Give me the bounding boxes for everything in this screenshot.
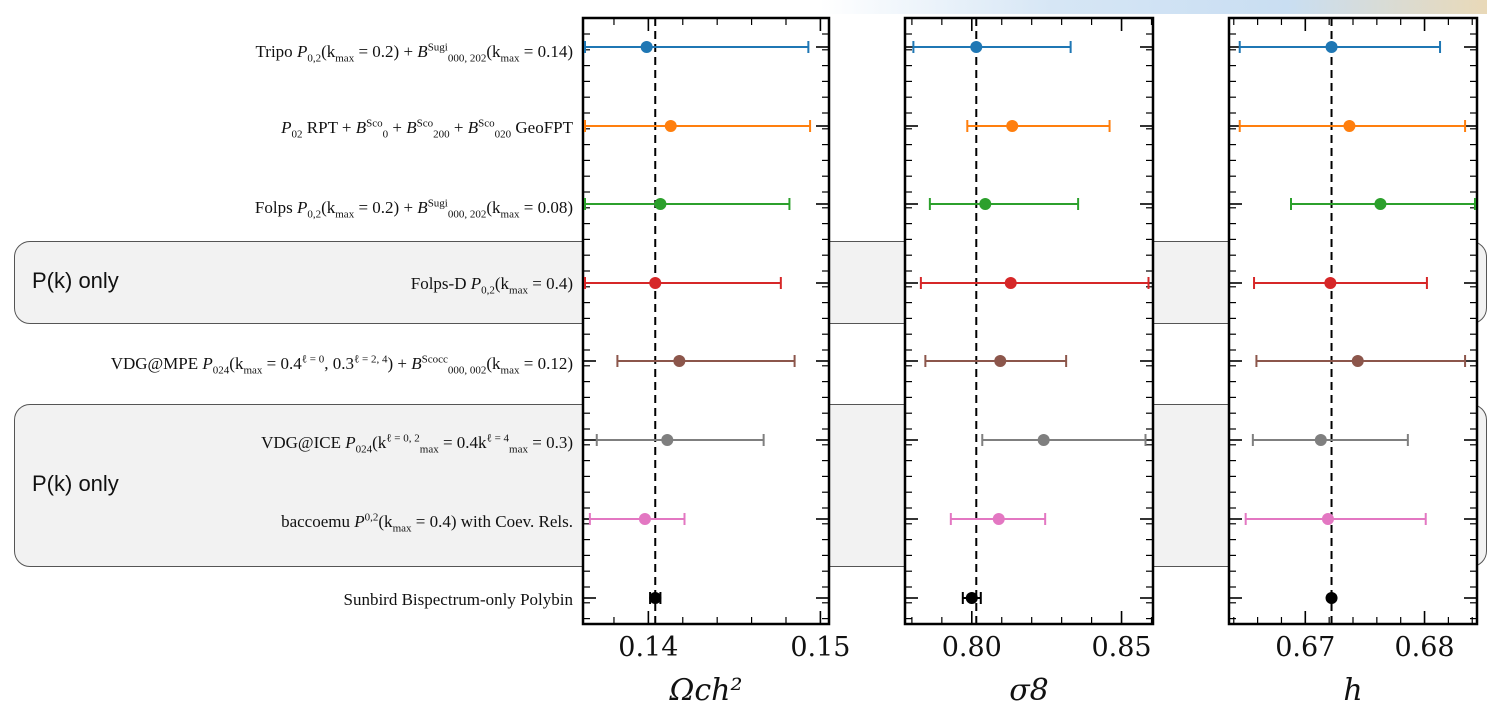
errorbar-sunbird-sigma_8 — [961, 592, 982, 604]
x-tick-label-h: 0.67 — [1275, 632, 1335, 663]
errorbar-vdgmpe-h — [1255, 355, 1467, 367]
row-label-folps: Folps P0,2(kmax = 0.2) + BSugi000, 202(k… — [254, 197, 573, 221]
point-folps-h — [1374, 198, 1387, 210]
point-folps-omega_c_h2 — [654, 198, 667, 210]
point-vdgice-sigma_8 — [1037, 434, 1050, 446]
panel-frame-sigma_8 — [903, 16, 1155, 626]
errorbar-vdgice-h — [1251, 434, 1409, 446]
point-folpsd-omega_c_h2 — [649, 277, 662, 289]
panel-frame-h — [1227, 16, 1479, 626]
x-tick-label-sigma_8: 0.85 — [1091, 632, 1151, 663]
point-folpsd-sigma_8 — [1004, 277, 1017, 289]
point-tripo-sigma_8 — [970, 41, 983, 53]
row-label-vdgice: VDG@ICE P024(kℓ = 0, 2max = 0.4kℓ = 4max… — [261, 432, 573, 456]
errorbar-sunbird-omega_c_h2 — [649, 592, 662, 604]
point-vdgmpe-omega_c_h2 — [673, 355, 686, 367]
errorbar-folpsd-omega_c_h2 — [584, 277, 782, 289]
row-label-vdgmpe: VDG@MPE P024(kmax = 0.4ℓ = 0, 0.3ℓ = 2, … — [110, 353, 573, 377]
errorbar-rpt-sigma_8 — [966, 120, 1111, 132]
x-axis-title-omega_c_h2: Ωch² — [668, 673, 742, 703]
point-rpt-sigma_8 — [1006, 120, 1019, 132]
row-label-sunbird: Sunbird Bispectrum-only Polybin — [343, 590, 574, 609]
point-sunbird-h — [1325, 592, 1338, 604]
errorbar-vdgice-omega_c_h2 — [595, 434, 765, 446]
point-sunbird-omega_c_h2 — [649, 592, 662, 604]
row-label-rpt: P02 RPT + BSco0 + BSco200 + BSco020 GeoF… — [281, 117, 573, 141]
x-tick-label-sigma_8: 0.80 — [942, 632, 1002, 663]
point-folpsd-h — [1324, 277, 1337, 289]
row-label-bacco: baccoemu P0,2(kmax = 0.4) with Coev. Rel… — [281, 511, 573, 535]
errorbar-folps-omega_c_h2 — [584, 198, 791, 210]
errorbar-vdgmpe-sigma_8 — [924, 355, 1068, 367]
point-vdgice-h — [1314, 434, 1327, 446]
header-banner-strip — [820, 0, 1487, 14]
errorbar-folps-sigma_8 — [928, 198, 1080, 210]
errorbar-vdgice-sigma_8 — [981, 434, 1147, 446]
point-vdgmpe-h — [1351, 355, 1364, 367]
point-tripo-h — [1325, 41, 1338, 53]
x-tick-label-h: 0.68 — [1394, 632, 1454, 663]
row-label-folpsd: Folps-D P0,2(kmax = 0.4) — [410, 274, 573, 297]
point-rpt-omega_c_h2 — [664, 120, 677, 132]
errorbar-bacco-h — [1244, 513, 1427, 525]
errorbar-tripo-sigma_8 — [912, 41, 1072, 53]
x-axis-title-h: h — [1343, 673, 1362, 703]
errorbar-tripo-omega_c_h2 — [584, 41, 810, 53]
x-axis-title-sigma_8: σ8 — [1009, 673, 1049, 703]
errorbar-rpt-h — [1238, 120, 1467, 132]
point-rpt-h — [1343, 120, 1356, 132]
pk-only-label-1: P(k) only — [32, 268, 119, 293]
point-tripo-omega_c_h2 — [640, 41, 653, 53]
errorbar-rpt-omega_c_h2 — [584, 120, 812, 132]
point-bacco-sigma_8 — [992, 513, 1005, 525]
x-tick-label-omega_c_h2: 0.15 — [790, 632, 850, 663]
errorbar-bacco-omega_c_h2 — [588, 513, 686, 525]
point-vdgice-omega_c_h2 — [661, 434, 674, 446]
point-bacco-omega_c_h2 — [638, 513, 651, 525]
errorbar-folps-h — [1290, 198, 1476, 210]
point-bacco-h — [1321, 513, 1334, 525]
panel-frame-omega_c_h2 — [581, 16, 831, 626]
pk-only-label-2: P(k) only — [32, 471, 119, 496]
point-folps-sigma_8 — [979, 198, 992, 210]
point-vdgmpe-sigma_8 — [994, 355, 1007, 367]
errorbar-sunbird-h — [1325, 592, 1338, 604]
row-label-tripo: Tripo P0,2(kmax = 0.2) + BSugi000, 202(k… — [255, 41, 573, 65]
x-tick-label-omega_c_h2: 0.14 — [618, 632, 678, 663]
errorbar-bacco-sigma_8 — [949, 513, 1047, 525]
point-sunbird-sigma_8 — [965, 592, 978, 604]
errorbar-vdgmpe-omega_c_h2 — [616, 355, 796, 367]
errorbar-folpsd-sigma_8 — [919, 277, 1150, 289]
errorbar-folpsd-h — [1253, 277, 1428, 289]
errorbar-tripo-h — [1238, 41, 1442, 53]
